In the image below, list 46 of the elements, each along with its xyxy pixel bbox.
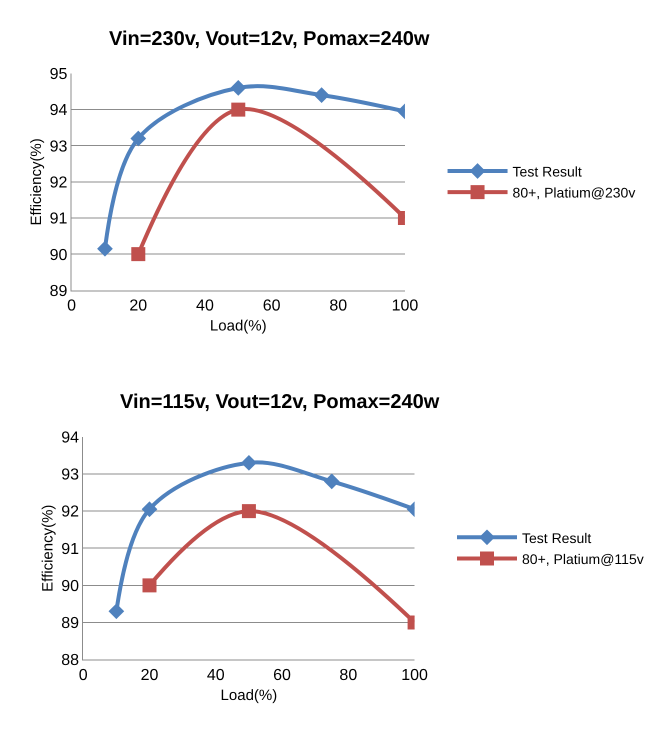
- y-tick-label: 93: [61, 466, 80, 484]
- x-tick-label: 40: [206, 666, 225, 684]
- y-tick-label: 91: [61, 540, 80, 558]
- x-tick-label: 100: [392, 298, 418, 314]
- x-tick-label: 0: [67, 298, 76, 314]
- x-tick-label: 40: [196, 298, 214, 314]
- y-tick-label: 90: [50, 246, 68, 264]
- point: [142, 502, 158, 517]
- y-axis-title: Efficiency(%): [39, 504, 56, 592]
- x-tick-label: 0: [78, 666, 88, 684]
- chart-title: Vin=230v, Vout=12v, Pomax=240w: [109, 28, 430, 50]
- x-tick-label: 60: [262, 298, 281, 314]
- x-tick-label: 100: [401, 666, 428, 684]
- point: [241, 455, 257, 470]
- legend-label: Test Result: [522, 530, 592, 546]
- x-tick-label: 80: [329, 298, 348, 314]
- point: [131, 247, 146, 262]
- legend-label: 80+, Platium@230v: [512, 184, 636, 201]
- y-tick-label: 93: [50, 138, 68, 156]
- point: [230, 80, 246, 96]
- x-axis-title: Load(%): [220, 686, 278, 704]
- point: [142, 578, 156, 592]
- x-tick-label: 60: [273, 666, 292, 684]
- legend-label: Test Result: [512, 163, 582, 180]
- x-tick-label: 20: [140, 666, 158, 684]
- y-tick-label: 88: [61, 652, 80, 670]
- y-tick-label: 95: [50, 66, 68, 84]
- point: [242, 504, 256, 518]
- y-tick-label: 94: [61, 429, 80, 446]
- y-tick-label: 91: [50, 210, 68, 228]
- y-tick-label: 92: [50, 174, 68, 192]
- y-tick-label: 89: [50, 282, 68, 300]
- point: [97, 241, 113, 256]
- y-tick-label: 94: [50, 102, 68, 120]
- x-tick-label: 20: [129, 298, 148, 314]
- y-axis-title: Efficiency(%): [28, 138, 45, 226]
- point: [231, 102, 246, 117]
- y-tick-label: 92: [61, 504, 80, 521]
- y-tick-label: 90: [61, 578, 80, 595]
- x-tick-label: 80: [339, 666, 358, 684]
- chart-title: Vin=115v, Vout=12v, Pomax=240w: [120, 391, 440, 413]
- point: [130, 130, 146, 146]
- legend-label: 80+, Platium@115v: [522, 550, 644, 567]
- y-tick-label: 89: [61, 615, 80, 632]
- x-axis-title: Load(%): [210, 318, 267, 334]
- point: [108, 604, 124, 619]
